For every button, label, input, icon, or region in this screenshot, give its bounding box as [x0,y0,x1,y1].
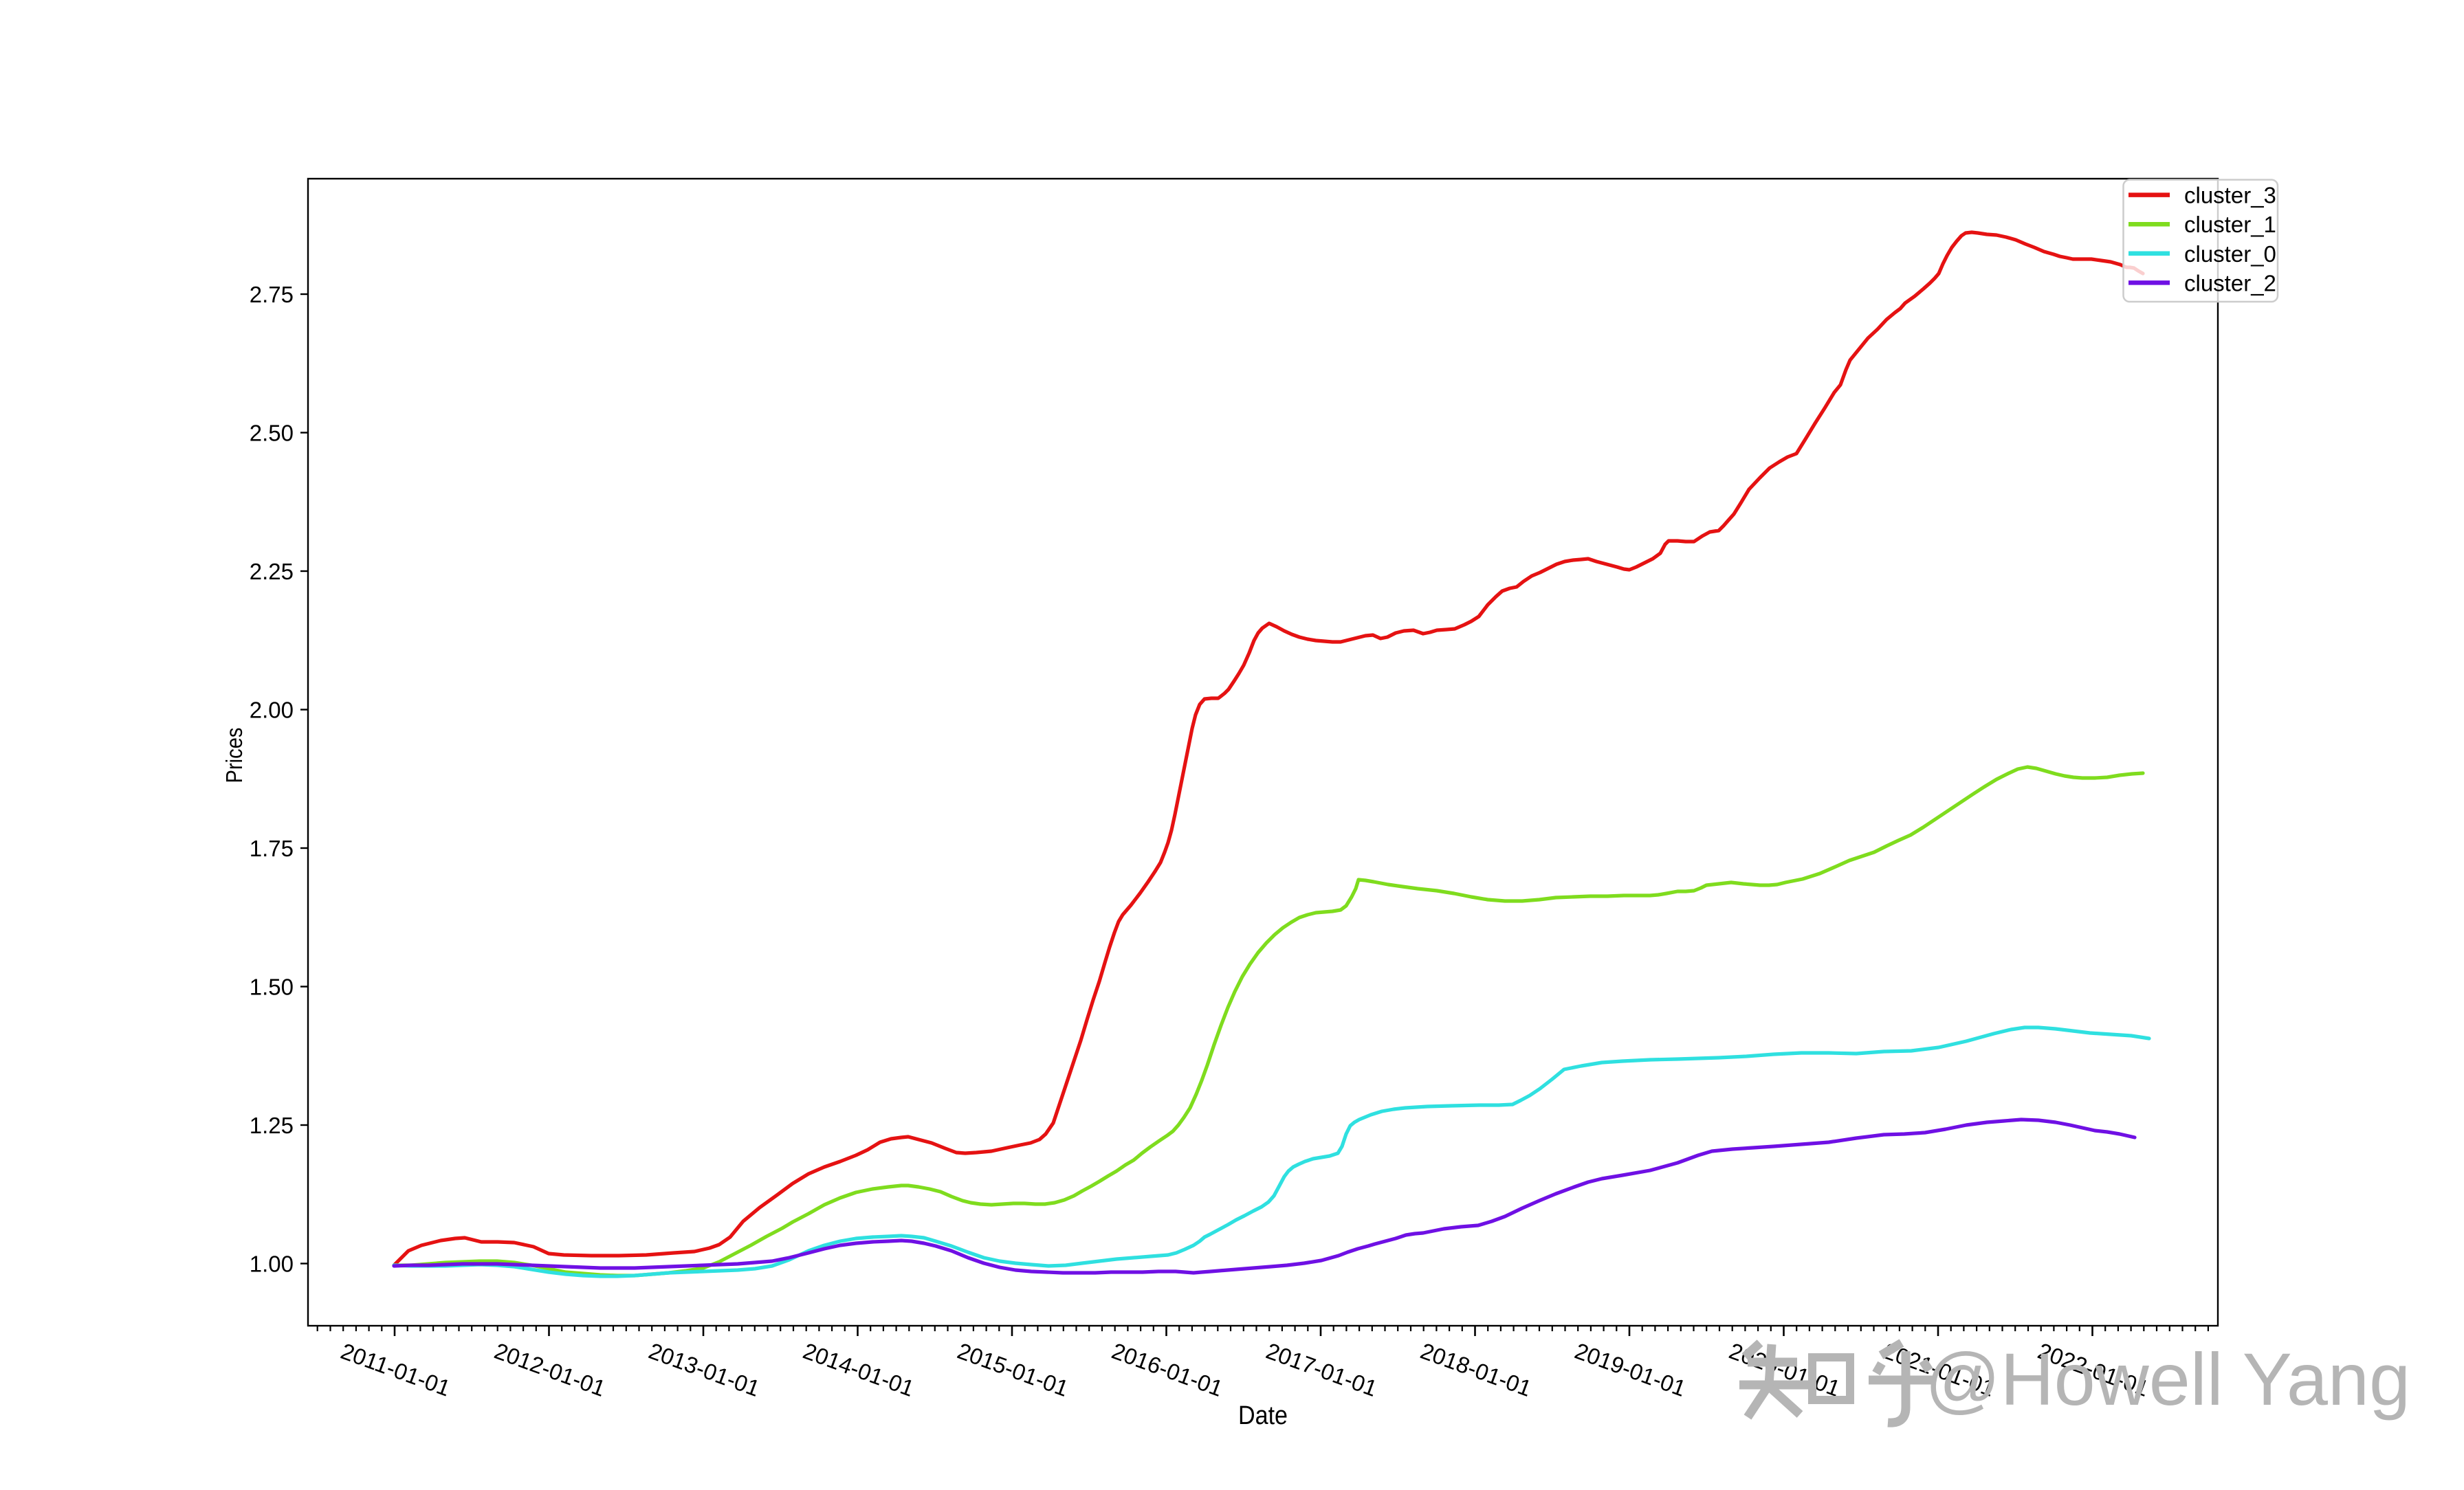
svg-text:cluster_3: cluster_3 [2184,183,2276,208]
svg-text:1.25: 1.25 [250,1113,294,1138]
svg-text:1.50: 1.50 [250,975,294,1000]
svg-text:2.00: 2.00 [250,698,294,723]
svg-text:cluster_1: cluster_1 [2184,212,2276,237]
svg-text:1.75: 1.75 [250,836,294,861]
svg-text:cluster_2: cluster_2 [2184,270,2276,296]
svg-text:Prices: Prices [221,728,247,783]
svg-text:Date: Date [1238,1401,1288,1430]
svg-text:1.00: 1.00 [250,1252,294,1277]
svg-text:2.50: 2.50 [250,421,294,446]
svg-text:2.75: 2.75 [250,282,294,307]
svg-text:2.25: 2.25 [250,559,294,584]
svg-text:@Howell Yang: @Howell Yang [1925,1337,2410,1421]
svg-text:cluster_0: cluster_0 [2184,241,2276,267]
